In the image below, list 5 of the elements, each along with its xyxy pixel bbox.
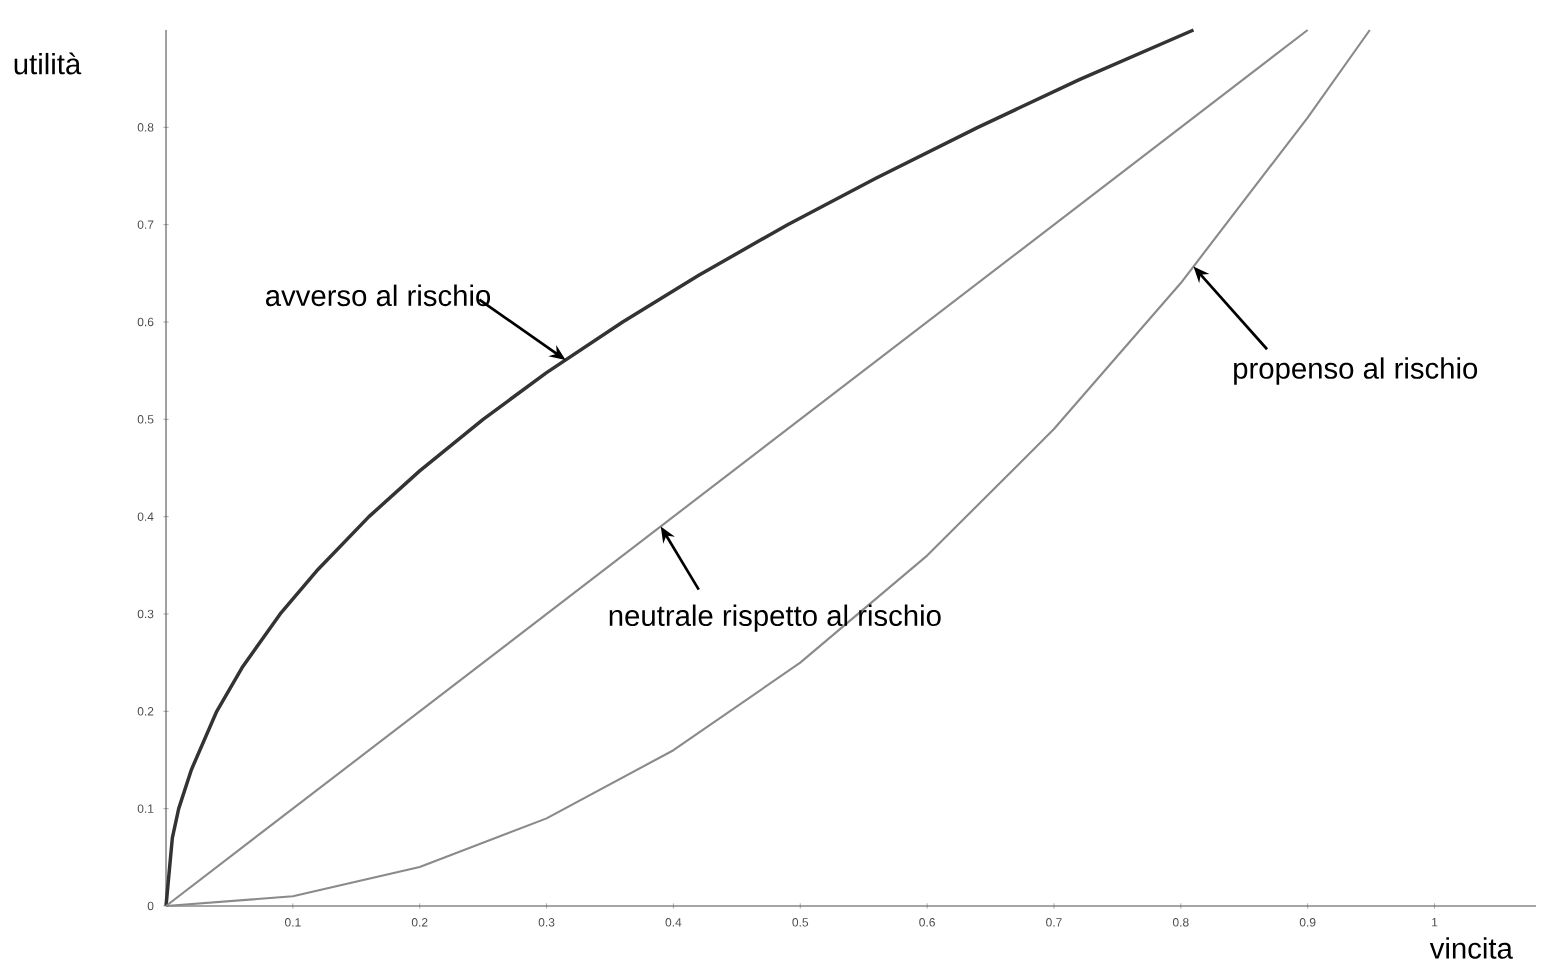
annotation: neutrale rispetto al rischio [609,604,941,632]
y-axis-title: utilità [14,52,82,75]
x-axis-title: vincita [1429,937,1513,959]
annotation: avverso al rischio [266,284,491,307]
annotation: propenso al rischio [1234,357,1478,385]
